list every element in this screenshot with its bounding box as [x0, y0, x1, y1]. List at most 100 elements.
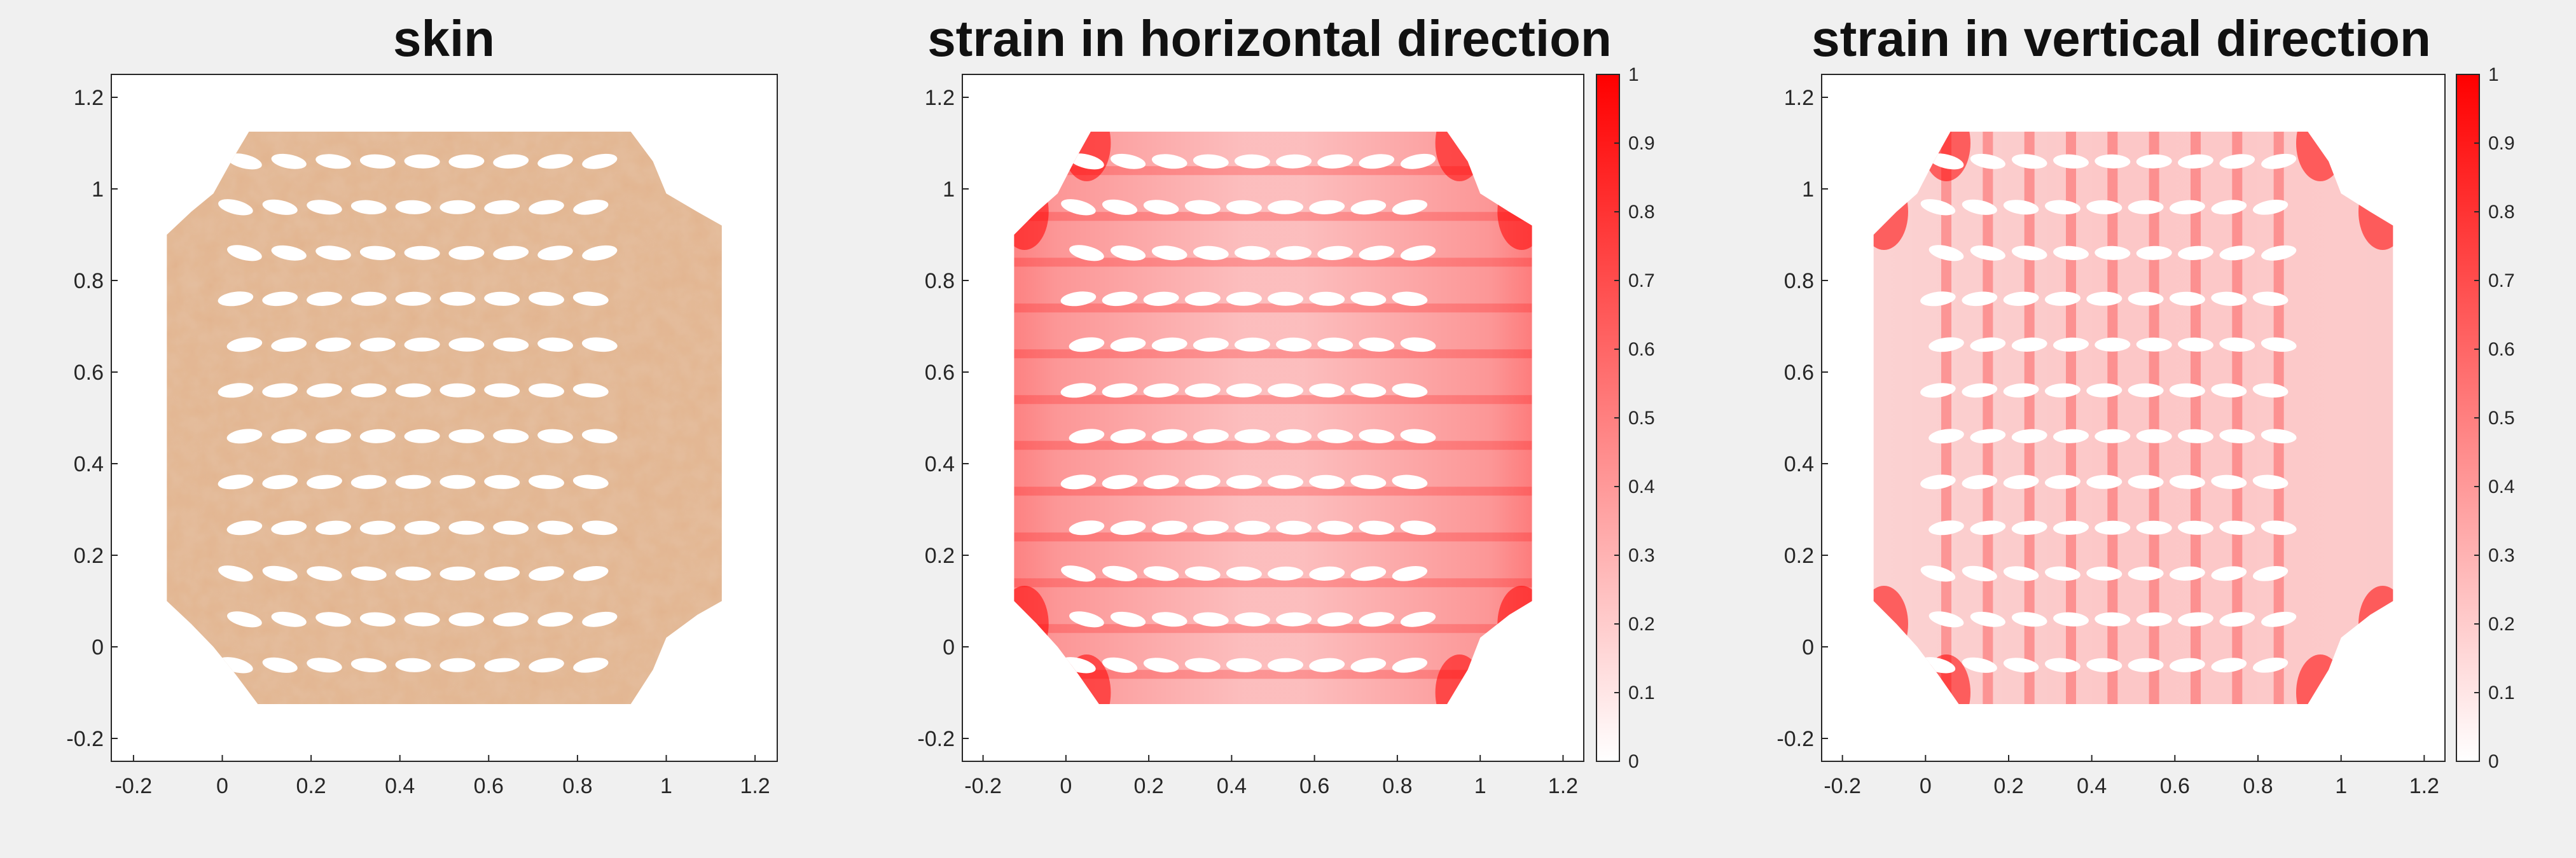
- hole: [359, 246, 396, 260]
- x-tick-label: 0.6: [1299, 774, 1329, 798]
- hole: [1400, 611, 1436, 627]
- hole: [1359, 337, 1395, 352]
- hole: [484, 474, 520, 489]
- hole: [350, 200, 387, 215]
- hole: [226, 337, 263, 352]
- hole: [395, 658, 431, 672]
- hole: [2261, 245, 2297, 261]
- hole: [537, 154, 573, 169]
- hole: [1143, 474, 1179, 489]
- hole: [315, 429, 351, 443]
- hole: [350, 474, 387, 489]
- hole: [262, 291, 298, 307]
- colorbar-tick-label: 0.4: [2488, 476, 2515, 497]
- hole: [1234, 429, 1270, 443]
- hole: [1268, 383, 1303, 398]
- hole: [1400, 520, 1436, 536]
- hole: [359, 520, 396, 535]
- hole: [1920, 383, 1956, 398]
- hole: [271, 337, 307, 352]
- hole: [1350, 291, 1387, 306]
- hole: [359, 429, 396, 443]
- hole: [350, 383, 387, 398]
- hole: [529, 474, 564, 489]
- y-tick-label: 1.2: [1784, 86, 1814, 110]
- hole: [1102, 565, 1138, 581]
- hole: [1920, 474, 1956, 490]
- colorbar-tick-label: 0.5: [2488, 408, 2515, 429]
- hole: [1143, 658, 1179, 673]
- hole: [573, 199, 609, 215]
- hole: [2086, 658, 2122, 672]
- hole: [1350, 658, 1387, 673]
- hole: [1069, 337, 1105, 352]
- hole: [2011, 337, 2047, 352]
- hole: [581, 429, 618, 444]
- hole: [1276, 246, 1312, 260]
- hole: [1350, 566, 1387, 581]
- hole: [2128, 200, 2164, 214]
- hole: [1151, 337, 1188, 352]
- hole: [2128, 566, 2164, 581]
- hole: [2169, 658, 2205, 672]
- hole: [1102, 383, 1138, 398]
- hole: [2003, 200, 2039, 215]
- hole: [448, 612, 485, 626]
- colorbar-tick-label: 0.1: [2488, 682, 2515, 703]
- hole: [1309, 200, 1345, 214]
- hole: [529, 566, 564, 581]
- y-tick-label: 0.4: [74, 452, 104, 476]
- hole: [1102, 657, 1138, 673]
- hole: [2044, 658, 2081, 673]
- y-tick-label: 1.2: [925, 86, 955, 110]
- hole: [2003, 474, 2039, 489]
- hole: [1234, 520, 1270, 535]
- hole: [350, 658, 387, 673]
- y-tick-label: -0.2: [1776, 727, 1814, 751]
- hole: [395, 200, 431, 214]
- hole: [315, 246, 351, 261]
- hole: [2178, 429, 2213, 443]
- hole: [440, 200, 476, 214]
- domain-body: [167, 132, 722, 704]
- hole: [2219, 154, 2255, 169]
- hole: [440, 291, 476, 306]
- y-tick-label: 0.2: [1784, 544, 1814, 568]
- strain-field: [1873, 132, 2393, 704]
- hole: [307, 291, 342, 306]
- x-tick-label: 0.8: [2243, 774, 2273, 798]
- hole: [2128, 383, 2164, 398]
- hole: [1970, 429, 2006, 444]
- hole: [1929, 245, 1964, 261]
- hole: [2219, 612, 2255, 627]
- colorbar-tick-label: 0.9: [2488, 133, 2515, 154]
- y-tick-label: 1: [943, 177, 955, 202]
- panel-title: strain in vertical direction: [1811, 10, 2431, 67]
- hole: [1359, 154, 1395, 169]
- hole: [2086, 383, 2122, 398]
- y-tick-label: 0.2: [925, 544, 955, 568]
- x-axis: -0.2 0 0.2 0.4 0.6 0.8 1 1.2: [115, 755, 770, 798]
- hole: [2044, 383, 2081, 398]
- hole: [484, 566, 520, 581]
- hole: [1268, 566, 1303, 581]
- hole: [1309, 291, 1345, 306]
- x-axis: -0.2 0 0.2 0.4 0.6 0.8 1 1.2: [964, 755, 1578, 798]
- x-axis: -0.2 0 0.2 0.4 0.6 0.8 1 1.2: [1824, 755, 2439, 798]
- hole: [395, 383, 431, 398]
- hole: [1184, 474, 1221, 489]
- y-tick-label: 0.6: [74, 361, 104, 385]
- hole: [2011, 246, 2047, 261]
- hole: [1970, 245, 2005, 261]
- hole: [1069, 245, 1104, 261]
- hole: [1069, 153, 1104, 170]
- hole: [493, 520, 529, 535]
- hole: [440, 566, 476, 581]
- hole: [1962, 474, 1998, 490]
- hole: [1268, 291, 1303, 306]
- hole: [448, 429, 485, 443]
- hole: [1151, 612, 1188, 627]
- hole: [1110, 520, 1146, 536]
- hole: [404, 154, 440, 169]
- hole: [2219, 337, 2255, 352]
